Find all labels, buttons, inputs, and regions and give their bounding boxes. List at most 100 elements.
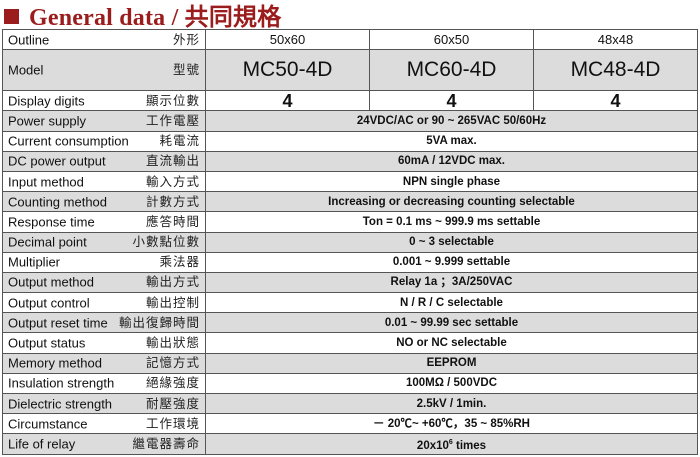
row-label: Circumstance 工作環境 [2,413,206,435]
label-zh: 耐壓強度 [145,396,200,411]
model-mc48: MC48-4D [533,49,698,92]
label-zh: 小數點位數 [132,235,200,250]
value-text: 0.001 ~ 9.999 settable [392,256,511,269]
table-row: Output reset time 輸出復歸時間 0.01 ~ 99.99 sec … [2,312,698,334]
square-bullet-icon [4,8,19,24]
digits-mc50: 4 [205,90,370,112]
label-zh: 輸入方式 [145,174,200,189]
row-value: 5VA max. [205,130,698,152]
label-en: Decimal point [8,234,87,250]
row-value: EEPROM [205,352,698,374]
digits-mc60: 4 [369,90,534,112]
label-en: Current consumption [8,133,129,149]
table-row: Life of relay 繼電器壽命 20x106 times [2,433,698,455]
label-zh: 工作環境 [145,416,200,431]
value-text: NO or NC selectable [396,337,507,350]
value-text: 60mA / 12VDC max. [398,155,505,168]
table-row-display-digits: Display digits 顯示位數 4 4 4 [2,90,698,112]
value-text: － 20℃~ +60℃，35 ~ 85%RH [373,417,530,430]
model-mc60: MC60-4D [369,49,534,92]
label-zh: 繼電器壽命 [132,436,200,451]
value-text: 0.01 ~ 99.99 sec settable [384,316,519,329]
row-label: Insulation strength 絕緣強度 [2,372,206,395]
label-zh: 型號 [172,63,200,78]
row-value: 24VDC/AC or 90 ~ 265VAC 50/60Hz [205,110,698,132]
label-en: Power supply [8,113,87,129]
row-value: Relay 1a ；3A/250VAC [205,271,698,294]
table-row: Response time 應答時間 Ton = 0.1 ms ~ 999.9 ms… [2,211,698,233]
row-label: Dielectric strength 耐壓強度 [2,392,206,415]
row-value: 0 ~ 3 selectable [205,231,698,253]
label-en: Output control [8,295,90,311]
label-zh: 記憶方式 [145,356,200,371]
model-mc50: MC50-4D [205,49,370,92]
row-label: Input method 輸入方式 [2,170,206,193]
label-zh: 乘法器 [159,255,200,270]
row-value: NPN single phase [205,170,698,193]
label-zh: 顯示位數 [145,93,200,108]
table-row-model: Model 型號 MC50-4D MC60-4D MC48-4D [2,49,698,92]
row-label: Power supply 工作電壓 [2,110,206,132]
value-exponent: 6 [448,438,453,446]
label-zh: 外形 [172,32,200,47]
table-row: Insulation strength 絕緣強度 100MΩ / 500VDC [2,372,698,395]
row-value: 100MΩ / 500VDC [205,372,698,395]
label-zh: 輸出控制 [145,295,200,310]
outline-mc50: 50x60 [205,28,370,51]
digits-mc48: 4 [533,90,698,112]
label-zh: 耗電流 [159,134,200,149]
label-zh: 輸出復歸時間 [118,315,200,330]
value-text: EEPROM [426,357,477,370]
row-value: Ton = 0.1 ms ~ 999.9 ms settable [205,211,698,233]
row-label: Output control 輸出控制 [2,292,206,314]
label-en: Life of relay [8,436,76,452]
value-text: 20x10 [416,439,449,452]
label-zh: 工作電壓 [145,113,200,128]
row-label: Model 型號 [2,49,206,92]
value-text: Ton = 0.1 ms ~ 999.9 ms settable [362,215,541,228]
label-en: Output method [8,275,94,291]
row-value: NO or NC selectable [205,332,698,354]
table-row: Output status 輸出狀態 NO or NC selectable [2,332,698,354]
value-text: Increasing or decreasing counting select… [328,195,575,208]
table-row: Decimal point 小數點位數 0 ~ 3 selectable [2,231,698,253]
row-value: 0.01 ~ 99.99 sec settable [205,312,698,334]
label-en: Dielectric strength [8,396,113,412]
value-text: 5VA max. [426,135,477,148]
row-label: Display digits 顯示位數 [2,90,206,112]
label-en: DC power output [8,154,106,170]
table-row: Input method 輸入方式 NPN single phase [2,170,698,193]
section-title: General data / 共同規格 [4,0,281,31]
spec-table: Outline 外形 50x60 60x50 48x48 Model 型號 MC50… [2,28,698,455]
table-row: Circumstance 工作環境 － 20℃~ +60℃，35 ~ 85%RH [2,413,698,435]
table-row: Power supply 工作電壓 24VDC/AC or 90 ~ 265VAC … [2,110,698,132]
table-row: Multiplier 乘法器 0.001 ~ 9.999 settable [2,251,698,273]
row-value: 2.5kV / 1min. [205,392,698,415]
table-row: Memory method 記憶方式 EEPROM [2,352,698,374]
label-en: Memory method [8,355,102,371]
value-text: 100MΩ / 500VDC [405,377,498,390]
value-suffix: times [452,439,487,452]
row-value: 60mA / 12VDC max. [205,150,698,172]
row-label: Memory method 記憶方式 [2,352,206,374]
value-text: 24VDC/AC or 90 ~ 265VAC 50/60Hz [356,114,547,127]
label-zh: 絕緣強度 [145,376,200,391]
label-zh: 輸出方式 [145,275,200,290]
row-value: N / R / C selectable [205,292,698,314]
table-row: Current consumption 耗電流 5VA max. [2,130,698,152]
table-row-outline: Outline 外形 50x60 60x50 48x48 [2,28,698,51]
row-label: Multiplier 乘法器 [2,251,206,273]
row-value: － 20℃~ +60℃，35 ~ 85%RH [205,413,698,435]
label-en: Input method [8,174,84,190]
table-row: Output method 輸出方式 Relay 1a ；3A/250VAC [2,271,698,294]
row-label: Response time 應答時間 [2,211,206,233]
row-label: DC power output 直流輸出 [2,150,206,172]
row-label: Output reset time 輸出復歸時間 [2,312,206,334]
table-row: Counting method 計數方式 Increasing or decreas… [2,191,698,213]
value-text: NPN single phase [402,175,501,188]
label-en: Output reset time [8,315,108,331]
label-en: Display digits [8,93,85,109]
label-en: Response time [8,214,95,230]
label-zh: 應答時間 [145,214,200,229]
label-en: Counting method [8,194,108,210]
